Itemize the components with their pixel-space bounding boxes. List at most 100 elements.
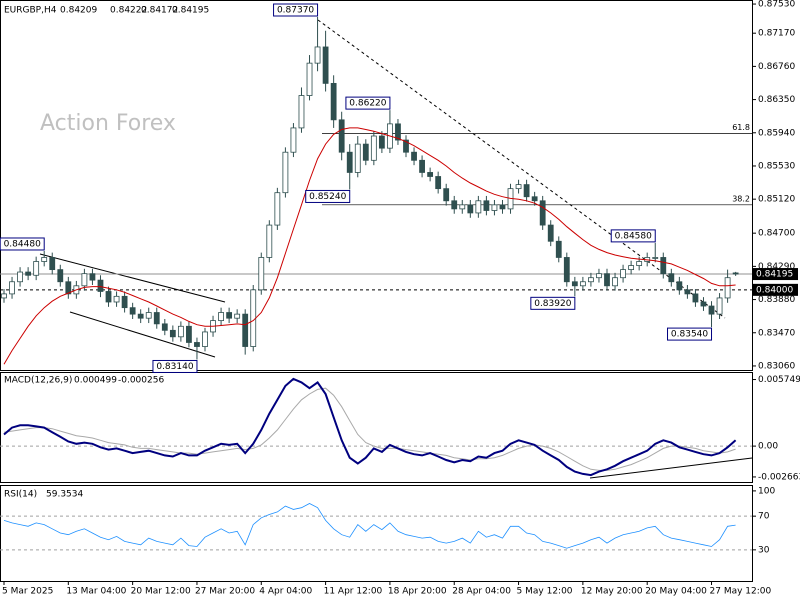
candle-body <box>322 46 329 84</box>
swing-box <box>345 96 391 110</box>
y-tick-label: -0.002663 <box>758 472 800 482</box>
x-tick-label: 4 Apr 04:00 <box>259 587 312 597</box>
y-tick-label: 0.86760 <box>758 62 795 72</box>
trendline <box>317 19 726 319</box>
candle-body <box>314 46 321 64</box>
y-tick-label: 0.87530 <box>758 0 795 10</box>
y-tick-label: 0.86350 <box>758 95 795 105</box>
candle-body <box>419 159 425 173</box>
candle-body <box>612 277 618 287</box>
x-tick-label: 5 May 12:00 <box>517 587 573 597</box>
channel-upper <box>39 253 226 303</box>
candle-body <box>411 151 417 161</box>
candle-body <box>218 312 224 322</box>
candle-body <box>186 325 192 343</box>
y-tick-label: 0.87170 <box>758 29 795 39</box>
candle-body <box>563 257 570 283</box>
candle-body <box>459 204 466 210</box>
y-tick-label: 0.84700 <box>758 229 795 239</box>
level-box <box>752 283 798 296</box>
candle-body <box>290 127 297 153</box>
swing-label: 0.83540 <box>671 330 708 340</box>
candle-body <box>202 331 208 347</box>
swing-label: 0.83140 <box>156 362 193 372</box>
swing-box <box>273 3 319 17</box>
swing-label: 0.85240 <box>309 192 346 202</box>
x-tick-label: 18 Apr 20:00 <box>388 587 447 597</box>
candle-body <box>596 273 602 279</box>
candle-body <box>539 200 546 226</box>
candle-body <box>700 301 707 307</box>
macd-title: MACD(12,26,9) <box>4 376 72 386</box>
y-tick-label: 0.83880 <box>758 295 795 305</box>
watermark: Action Forex <box>40 111 176 136</box>
x-tick-label: 11 Apr 12:00 <box>324 587 383 597</box>
candle-body <box>499 204 506 210</box>
y-tick-label: 100 <box>758 486 775 496</box>
candle-body <box>274 192 281 226</box>
candle-body <box>467 204 474 214</box>
candle-body <box>443 188 450 202</box>
candle-body <box>81 273 88 287</box>
candle-body <box>716 297 723 315</box>
candle-body <box>475 200 482 214</box>
candle-body <box>226 312 233 319</box>
macd-value: 0.000499 <box>74 376 117 386</box>
x-tick-label: 27 May 12:00 <box>710 587 772 597</box>
candle-body <box>660 257 667 275</box>
candle-body <box>129 307 136 315</box>
candle-body <box>708 305 715 315</box>
header-high: 0.84222 <box>110 6 147 16</box>
swing-box <box>0 237 45 251</box>
candle-body <box>724 277 731 299</box>
y-tick-label: 0.005749 <box>758 375 800 385</box>
header-low: 0.84172 <box>141 6 178 16</box>
swing-box <box>610 229 656 243</box>
candle-body <box>242 313 249 347</box>
rsi-title: RSI(14) <box>4 490 37 500</box>
candle-body <box>435 176 442 190</box>
candle-body <box>692 293 699 303</box>
candle-body <box>89 273 96 281</box>
signal-line <box>3 387 736 471</box>
swing-box <box>305 189 351 203</box>
candle-body <box>153 312 160 325</box>
level-label: 0.84000 <box>756 285 793 295</box>
swing-label: 0.87370 <box>277 6 314 16</box>
candle-body <box>137 313 144 319</box>
candle-body <box>571 281 578 287</box>
x-tick-label: 20 Mar 12:00 <box>131 587 191 597</box>
candle-body <box>395 123 401 141</box>
macd-panel <box>0 372 753 483</box>
price-box <box>752 268 798 281</box>
y-tick-label: 0.83470 <box>758 328 795 338</box>
candle-body <box>282 151 289 194</box>
candle-body <box>362 143 369 161</box>
candle-body <box>234 313 241 319</box>
candle-body <box>483 200 490 211</box>
candle-body <box>668 273 675 283</box>
moving-average <box>3 127 736 365</box>
macd-line <box>3 377 737 477</box>
candle-body <box>65 281 72 295</box>
candle-body <box>579 281 586 287</box>
candle-body <box>33 261 40 276</box>
candle-body <box>49 257 56 271</box>
swing-label: 0.84580 <box>615 231 652 241</box>
swing-label: 0.86220 <box>349 99 386 109</box>
candle-body <box>258 257 265 291</box>
candle-body <box>17 271 23 283</box>
candle-body <box>732 272 739 275</box>
candle-body <box>194 342 200 347</box>
candle-body <box>684 289 691 295</box>
candle-body <box>161 323 168 331</box>
candle-body <box>266 224 273 258</box>
candle-body <box>370 135 377 161</box>
candle-body <box>403 139 409 153</box>
header-close: 0.84195 <box>172 6 209 16</box>
candle-body <box>41 257 48 262</box>
candle-body <box>378 135 385 149</box>
candle-body <box>604 273 610 287</box>
